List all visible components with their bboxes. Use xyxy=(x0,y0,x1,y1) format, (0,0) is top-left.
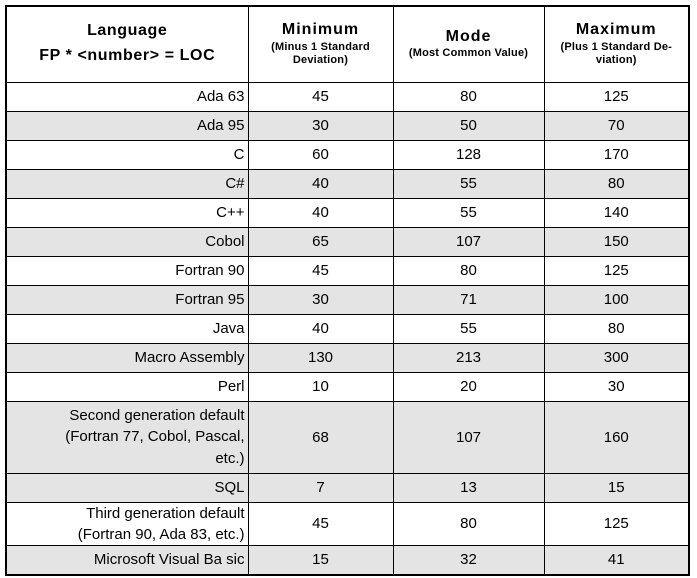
header-minimum-subtitle: (Minus 1 Standard Deviation) xyxy=(271,40,370,67)
table-row: C# 40 55 80 xyxy=(5,168,690,199)
maximum-cell: 140 xyxy=(543,197,690,228)
language-cell: Perl xyxy=(5,371,249,402)
language-cell: Fortran 90 xyxy=(5,255,249,286)
header-mode: Mode (Most Common Value) xyxy=(392,5,545,83)
minimum-cell: 65 xyxy=(247,226,394,257)
mode-cell: 13 xyxy=(392,472,545,503)
language-cell: C# xyxy=(5,168,249,199)
minimum-cell: 40 xyxy=(247,197,394,228)
minimum-cell: 40 xyxy=(247,168,394,199)
language-cell: C++ xyxy=(5,197,249,228)
table-header: Language FP * <number> = LOC Minimum (Mi… xyxy=(5,5,690,83)
mode-cell: 107 xyxy=(392,226,545,257)
maximum-cell: 41 xyxy=(543,545,690,576)
maximum-cell: 80 xyxy=(543,168,690,199)
table-row: Fortran 95 30 71 100 xyxy=(5,284,690,315)
mode-cell: 55 xyxy=(392,313,545,344)
minimum-cell: 30 xyxy=(247,110,394,141)
table-row: Java 40 55 80 xyxy=(5,313,690,344)
maximum-cell: 125 xyxy=(543,81,690,112)
header-language: Language FP * <number> = LOC xyxy=(5,5,249,83)
table-row: C++ 40 55 140 xyxy=(5,197,690,228)
language-cell: Ada 95 xyxy=(5,110,249,141)
language-cell: C xyxy=(5,139,249,170)
mode-cell: 71 xyxy=(392,284,545,315)
header-row: Language FP * <number> = LOC Minimum (Mi… xyxy=(5,5,690,83)
table-row: Cobol 65 107 150 xyxy=(5,226,690,257)
mode-cell: 80 xyxy=(392,81,545,112)
language-cell: Macro Assembly xyxy=(5,342,249,373)
maximum-cell: 70 xyxy=(543,110,690,141)
header-minimum-title: Minimum xyxy=(281,21,360,39)
mode-cell: 213 xyxy=(392,342,545,373)
maximum-cell: 80 xyxy=(543,313,690,344)
language-cell: Java xyxy=(5,313,249,344)
language-cell: Third generation default (Fortran 90, Ad… xyxy=(5,501,249,547)
table-body: Ada 63 45 80 125 Ada 95 30 50 70 C 60 128 170 C# 40 55… xyxy=(5,81,690,576)
mode-cell: 55 xyxy=(392,197,545,228)
table-row: Fortran 90 45 80 125 xyxy=(5,255,690,286)
maximum-cell: 30 xyxy=(543,371,690,402)
table-row: Ada 63 45 80 125 xyxy=(5,81,690,112)
language-cell: SQL xyxy=(5,472,249,503)
header-maximum-subtitle: (Plus 1 Standard De-viation) xyxy=(560,40,673,67)
header-language-formula: FP * <number> = LOC xyxy=(39,47,216,65)
minimum-cell: 45 xyxy=(247,255,394,286)
maximum-cell: 150 xyxy=(543,226,690,257)
maximum-cell: 15 xyxy=(543,472,690,503)
header-language-title: Language xyxy=(87,22,168,40)
table-row: Third generation default (Fortran 90, Ad… xyxy=(5,501,690,547)
table-row: Macro Assembly 130 213 300 xyxy=(5,342,690,373)
header-maximum: Maximum (Plus 1 Standard De-viation) xyxy=(543,5,690,83)
maximum-cell: 300 xyxy=(543,342,690,373)
mode-cell: 128 xyxy=(392,139,545,170)
minimum-cell: 45 xyxy=(247,501,394,547)
mode-cell: 107 xyxy=(392,400,545,474)
language-cell: Microsoft Visual Ba sic xyxy=(5,545,249,576)
language-cell: Ada 63 xyxy=(5,81,249,112)
minimum-cell: 130 xyxy=(247,342,394,373)
minimum-cell: 15 xyxy=(247,545,394,576)
table-row: Perl 10 20 30 xyxy=(5,371,690,402)
maximum-cell: 170 xyxy=(543,139,690,170)
mode-cell: 80 xyxy=(392,501,545,547)
minimum-cell: 40 xyxy=(247,313,394,344)
header-maximum-title: Maximum xyxy=(575,21,657,39)
minimum-cell: 10 xyxy=(247,371,394,402)
maximum-cell: 125 xyxy=(543,501,690,547)
minimum-cell: 7 xyxy=(247,472,394,503)
mode-cell: 50 xyxy=(392,110,545,141)
minimum-cell: 45 xyxy=(247,81,394,112)
language-loc-table: Language FP * <number> = LOC Minimum (Mi… xyxy=(5,5,690,576)
table-row: Microsoft Visual Ba sic 15 32 41 xyxy=(5,545,690,576)
maximum-cell: 100 xyxy=(543,284,690,315)
mode-cell: 32 xyxy=(392,545,545,576)
mode-cell: 80 xyxy=(392,255,545,286)
header-minimum: Minimum (Minus 1 Standard Deviation) xyxy=(247,5,394,83)
table-row: SQL 7 13 15 xyxy=(5,472,690,503)
language-cell: Cobol xyxy=(5,226,249,257)
minimum-cell: 68 xyxy=(247,400,394,474)
header-mode-subtitle: (Most Common Value) xyxy=(408,47,529,60)
table-row: C 60 128 170 xyxy=(5,139,690,170)
maximum-cell: 125 xyxy=(543,255,690,286)
minimum-cell: 30 xyxy=(247,284,394,315)
language-cell: Fortran 95 xyxy=(5,284,249,315)
table-row: Second generation default (Fortran 77, C… xyxy=(5,400,690,474)
maximum-cell: 160 xyxy=(543,400,690,474)
header-mode-title: Mode xyxy=(445,28,492,46)
mode-cell: 55 xyxy=(392,168,545,199)
language-cell: Second generation default (Fortran 77, C… xyxy=(5,400,249,474)
table-row: Ada 95 30 50 70 xyxy=(5,110,690,141)
mode-cell: 20 xyxy=(392,371,545,402)
minimum-cell: 60 xyxy=(247,139,394,170)
